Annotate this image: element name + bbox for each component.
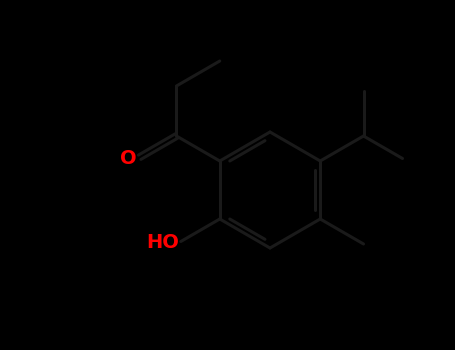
Text: HO: HO	[146, 233, 179, 252]
Text: O: O	[120, 149, 136, 168]
